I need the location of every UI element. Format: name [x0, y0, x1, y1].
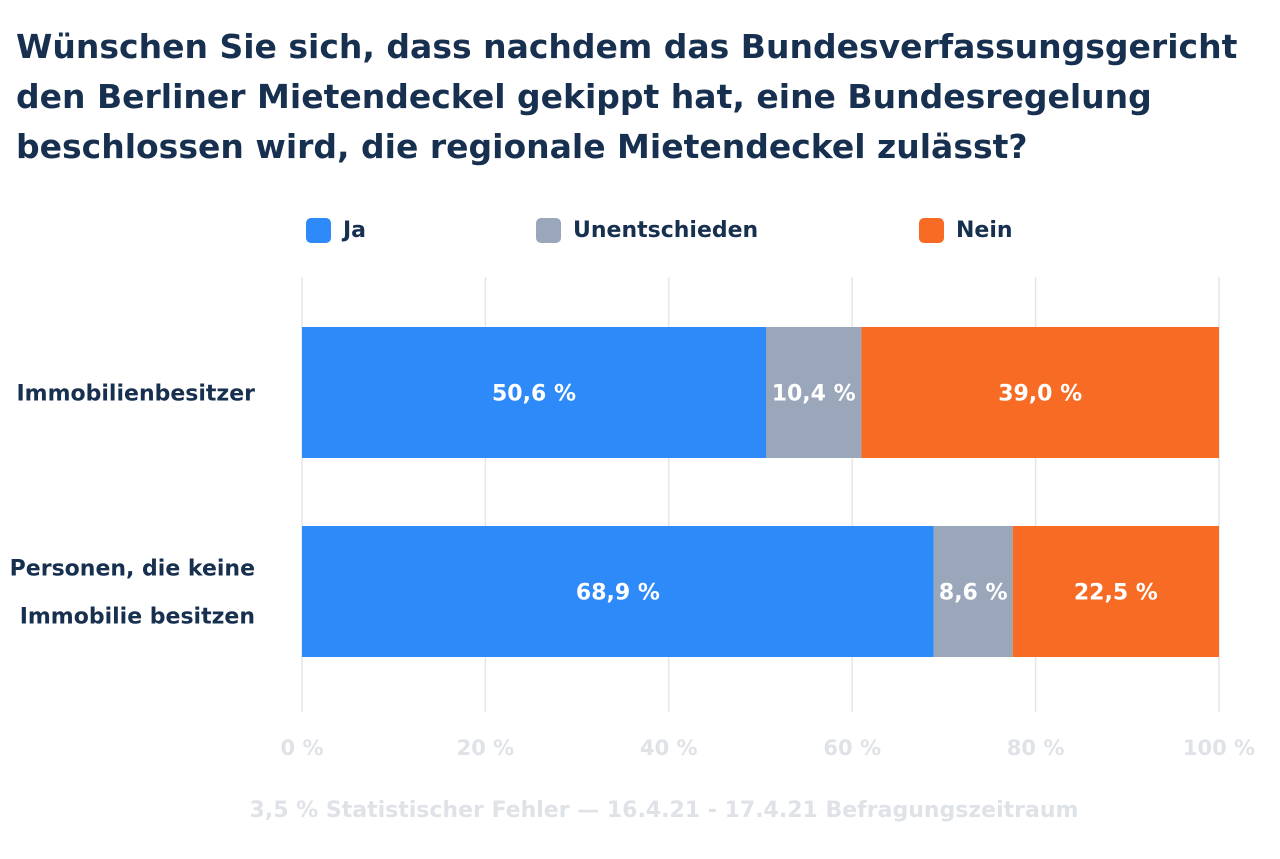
x-tick-label-100: 100 % [1183, 736, 1255, 760]
chart-title-line-1: Wünschen Sie sich, dass nachdem das Bund… [16, 27, 1238, 66]
legend-item-ja[interactable]: Ja [306, 216, 366, 244]
chart-title-line-2: den Berliner Mietendeckel gekippt hat, e… [16, 77, 1152, 116]
footnote: 3,5 % Statistischer Fehler — 16.4.21 - 1… [249, 798, 1079, 823]
bar-nein-0 [861, 327, 1219, 458]
legend-swatch-unentschieden [536, 217, 561, 243]
data-label-ja-0: 50,6 % [492, 382, 576, 407]
category-label-1-line-0: Personen, die keine [10, 557, 255, 582]
x-tick-label-60: 60 % [823, 736, 881, 760]
legend-label-unentschieden: Unentschieden [573, 217, 759, 243]
x-tick-label-20: 20 % [457, 736, 515, 760]
bar-unentschieden-0 [766, 327, 862, 458]
chart-title-line-3: beschlossen wird, die regionale Mietende… [16, 127, 1028, 166]
category-label-1-line-1: Immobilie besitzen [20, 605, 255, 630]
x-tick-label-0: 0 % [281, 736, 324, 760]
data-label-ja-1: 68,9 % [576, 581, 660, 606]
legend-item-nein[interactable]: Nein [919, 216, 1013, 244]
bar-ja-1 [302, 526, 934, 657]
chart-title: Wünschen Sie sich, dass nachdem das Bund… [16, 22, 1256, 172]
legend-item-unentschieden[interactable]: Unentschieden [536, 216, 758, 244]
data-label-unentschieden-0: 10,4 % [772, 382, 856, 407]
data-label-unentschieden-1: 8,6 % [939, 581, 1008, 606]
data-label-nein-1: 22,5 % [1074, 581, 1158, 606]
legend-swatch-ja [306, 217, 331, 243]
legend-label-ja: Ja [343, 217, 367, 243]
x-tick-label-80: 80 % [1007, 736, 1065, 760]
bar-unentschieden-1 [933, 526, 1013, 657]
data-label-nein-0: 39,0 % [998, 382, 1082, 407]
bar-ja-0 [302, 327, 767, 458]
legend-swatch-nein [919, 217, 944, 243]
bar-nein-1 [1012, 526, 1219, 657]
x-tick-label-40: 40 % [640, 736, 698, 760]
legend-label-nein: Nein [956, 217, 1013, 243]
category-label-0-line-0: Immobilienbesitzer [17, 382, 256, 407]
